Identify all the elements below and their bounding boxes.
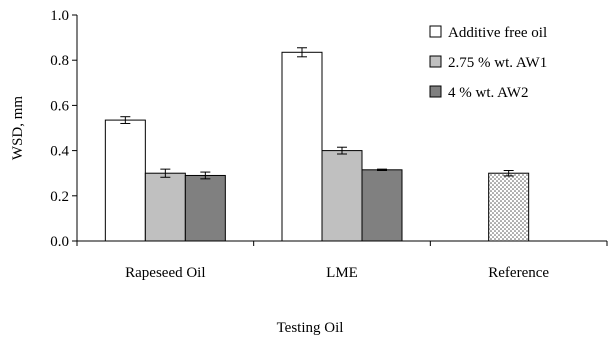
legend-label: 2.75 % wt. AW1	[448, 55, 547, 71]
axes: 0.0 0.2 0.4 0.6 0.8 1.0 Rapeseed Oil LME Referen…	[50, 8, 608, 281]
x-tick-label: LME	[326, 265, 358, 281]
bar	[321, 150, 363, 242]
legend-label: 4 % wt. AW2	[448, 85, 528, 101]
y-tick-label: 0.2	[50, 189, 69, 205]
bar	[184, 174, 226, 242]
legend-swatch	[429, 55, 442, 68]
y-tick-label: 0.0	[50, 234, 69, 250]
bars	[104, 47, 530, 242]
legend: Additive free oil 2.75 % wt. AW1 4 % wt. A…	[429, 25, 547, 101]
y-tick-label: 1.0	[50, 8, 69, 24]
x-tick-label: Reference	[488, 265, 549, 281]
legend-swatch	[429, 25, 442, 38]
reference-bar	[488, 172, 530, 242]
x-tick-label: Rapeseed Oil	[125, 265, 205, 281]
legend-label: Additive free oil	[448, 25, 547, 41]
bar	[144, 172, 186, 242]
y-axis-label: WSD, mm	[10, 96, 26, 161]
y-tick-label: 0.8	[50, 53, 69, 69]
y-tick-label: 0.6	[50, 98, 69, 114]
bar	[104, 119, 146, 242]
y-tick-label: 0.4	[50, 144, 69, 160]
x-axis-label: Testing Oil	[277, 320, 344, 336]
legend-swatch	[429, 85, 442, 98]
bar	[361, 169, 403, 242]
bar	[281, 51, 323, 242]
